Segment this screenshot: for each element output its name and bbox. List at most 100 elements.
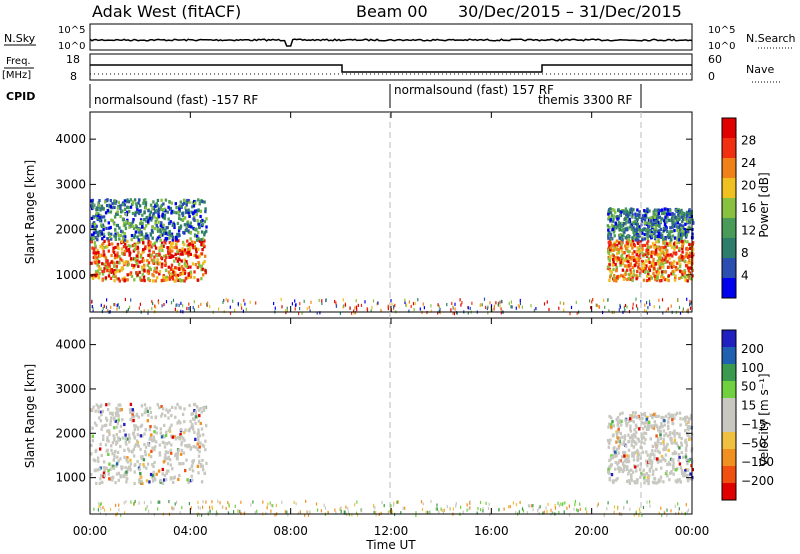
rti-cell (102, 225, 106, 229)
rti-cell (106, 269, 109, 273)
rti-cell (631, 213, 634, 217)
rti-cell (155, 270, 158, 274)
rti-cell (150, 449, 153, 453)
rti-cell (167, 441, 171, 445)
rti-cell (625, 209, 628, 213)
rti-cell (663, 222, 667, 226)
rti-cell (648, 267, 651, 271)
rti-cell (124, 433, 127, 437)
rti-cell (646, 311, 648, 315)
rti-cell (684, 448, 688, 453)
rti-cell (219, 501, 221, 505)
rti-cell (91, 305, 93, 309)
rti-cell (634, 450, 637, 454)
rti-cell (691, 220, 695, 225)
rti-cell (165, 430, 168, 434)
rti-cell (595, 303, 597, 307)
rti-cell (452, 305, 454, 309)
rti-cell (119, 403, 122, 407)
rti-cell (104, 200, 107, 204)
rti-cell (624, 227, 627, 231)
rti-cell (200, 480, 204, 484)
rti-cell (673, 269, 676, 273)
rti-cell (643, 413, 647, 417)
rti-cell (621, 470, 625, 474)
rti-cell (234, 504, 236, 508)
rti-cell (176, 402, 179, 406)
rti-cell (660, 275, 663, 279)
rti-cell (109, 199, 112, 203)
rti-cell (128, 253, 131, 257)
rti-cell (623, 230, 626, 234)
rti-cell (612, 257, 615, 262)
rti-cell (177, 419, 181, 423)
rti-cell (684, 446, 688, 451)
rti-cell (650, 465, 653, 470)
rti-cell (625, 220, 628, 224)
rti-cell (619, 305, 621, 309)
rti-cell (626, 214, 629, 218)
rti-cell (510, 300, 512, 304)
rti-cell (156, 236, 160, 240)
rti-cell (198, 414, 201, 418)
rti-cell (670, 272, 673, 276)
rti-cell (476, 511, 478, 515)
rti-cell (143, 442, 146, 447)
noise-tick-right-top: 10^5 (708, 25, 735, 36)
rti-cell (146, 215, 150, 219)
rti-cell (217, 499, 219, 503)
rti-cell (100, 507, 102, 511)
rti-cell (194, 437, 197, 441)
rti-cell (102, 232, 105, 236)
rti-cell (563, 301, 565, 306)
rti-cell (608, 441, 611, 445)
rti-cell (354, 306, 356, 310)
rti-cell (193, 254, 196, 258)
rti-cell (438, 510, 440, 514)
rti-cell (644, 259, 648, 263)
rti-cell (576, 508, 578, 512)
rti-cell (186, 478, 189, 482)
rti-cell (101, 272, 105, 276)
rti-cell (167, 416, 170, 420)
rti-cell (647, 227, 650, 231)
rti-cell (128, 408, 132, 412)
rti-cell (684, 419, 687, 423)
rti-cell (649, 504, 651, 508)
rti-cell (294, 307, 296, 311)
rti-cell (645, 421, 648, 425)
rti-cell (665, 470, 668, 474)
rti-cell (610, 270, 613, 274)
rti-cell (138, 306, 140, 310)
rti-cell (185, 200, 189, 204)
rti-cell (627, 220, 631, 224)
rti-cell (115, 433, 118, 437)
rti-cell (653, 208, 657, 212)
rti-cell (685, 233, 689, 237)
rti-cell (674, 252, 677, 256)
rti-cell (117, 471, 121, 475)
rti-cell (91, 198, 94, 202)
rti-cell (487, 305, 489, 309)
rti-cell (199, 506, 201, 510)
rti-cell (609, 254, 612, 258)
rti-cell (644, 267, 647, 271)
rti-cell (443, 508, 445, 512)
rti-cell (621, 435, 624, 439)
rti-cell (121, 252, 125, 256)
rti-cell (110, 416, 113, 420)
rti-cell (436, 503, 438, 507)
rti-cell (203, 245, 206, 249)
rti-cell (609, 275, 612, 279)
rti-cell (151, 306, 153, 311)
rti-cell (666, 249, 669, 253)
rti-cell (174, 415, 177, 419)
rti-cell (168, 277, 172, 281)
rti-cell (207, 301, 209, 305)
rti-cell (335, 304, 338, 308)
rti-cell (687, 459, 691, 463)
rti-cell (672, 461, 675, 465)
rti-cell (683, 471, 686, 475)
rti-cell (286, 510, 288, 514)
rti-cell (115, 413, 118, 418)
